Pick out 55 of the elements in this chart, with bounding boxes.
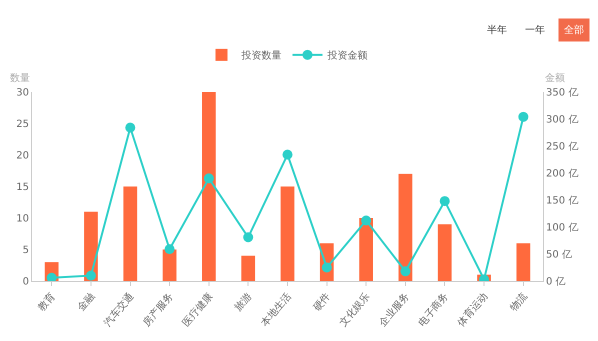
y-tick-label: 30 (16, 88, 29, 98)
bar (162, 250, 176, 281)
point (400, 266, 410, 276)
y2-tick-label: 0 亿 (546, 276, 566, 288)
x-tick-label: 物流 (507, 290, 530, 314)
bar (202, 92, 216, 281)
y-tick-label: 20 (16, 150, 29, 162)
y-tick-label: 10 (16, 214, 29, 224)
text: 全部 (564, 24, 584, 36)
bar (359, 218, 373, 281)
point (243, 232, 254, 242)
y2-tick-label: 300 亿 (546, 114, 578, 126)
point (86, 270, 96, 281)
legend-label: 投资金额 (326, 50, 368, 62)
x-tick-label: 本地生活 (258, 290, 294, 329)
point (518, 112, 528, 122)
bar (123, 186, 138, 281)
x-tick-label: 体育运动 (455, 290, 490, 329)
y-tick-label: 0 (22, 276, 29, 288)
legend-label: 投资数量 (240, 50, 282, 62)
x-tick-label: 电子商务 (416, 290, 451, 329)
y-tick-label: 5 (22, 245, 29, 256)
x-tick-label: 文化娱乐 (337, 290, 372, 329)
y2-tick-label: 150 亿 (546, 196, 578, 206)
y2-tick-label: 100 亿 (546, 222, 578, 234)
y2-tick-label: 250 亿 (546, 142, 578, 152)
x-tick-label: 金融 (75, 290, 98, 314)
bar (516, 243, 530, 281)
x-tick-label: 企业服务 (376, 290, 412, 329)
y-tick-label: 15 (16, 182, 29, 193)
x-tick-label: 硬件 (312, 291, 333, 314)
x-tick-label: 房产服务 (140, 290, 176, 329)
point (440, 196, 450, 206)
x-tick-label: 教育 (36, 290, 58, 314)
x-tick-label: 医疗健康 (180, 290, 216, 329)
bar (438, 224, 452, 281)
bar (398, 174, 412, 281)
bar (241, 256, 256, 281)
point (164, 244, 175, 254)
y2-tick-label: 50 亿 (546, 250, 572, 260)
bar (280, 186, 294, 281)
y-tick-label: 25 (16, 119, 29, 130)
y2-axis-title: 金额 (545, 72, 565, 84)
point (125, 122, 136, 133)
text: 一年 (525, 24, 545, 36)
text: 半年 (487, 24, 507, 36)
y2-tick-label: 350 亿 (546, 88, 578, 98)
x-tick-label: 汽车交通 (101, 290, 136, 329)
point (322, 262, 332, 272)
point (204, 173, 214, 184)
y-axis-title: 数量 (10, 73, 30, 84)
x-tick-label: 旅游 (232, 290, 254, 314)
y2-tick-label: 200 亿 (546, 168, 578, 180)
point (361, 216, 372, 226)
point (282, 150, 292, 160)
